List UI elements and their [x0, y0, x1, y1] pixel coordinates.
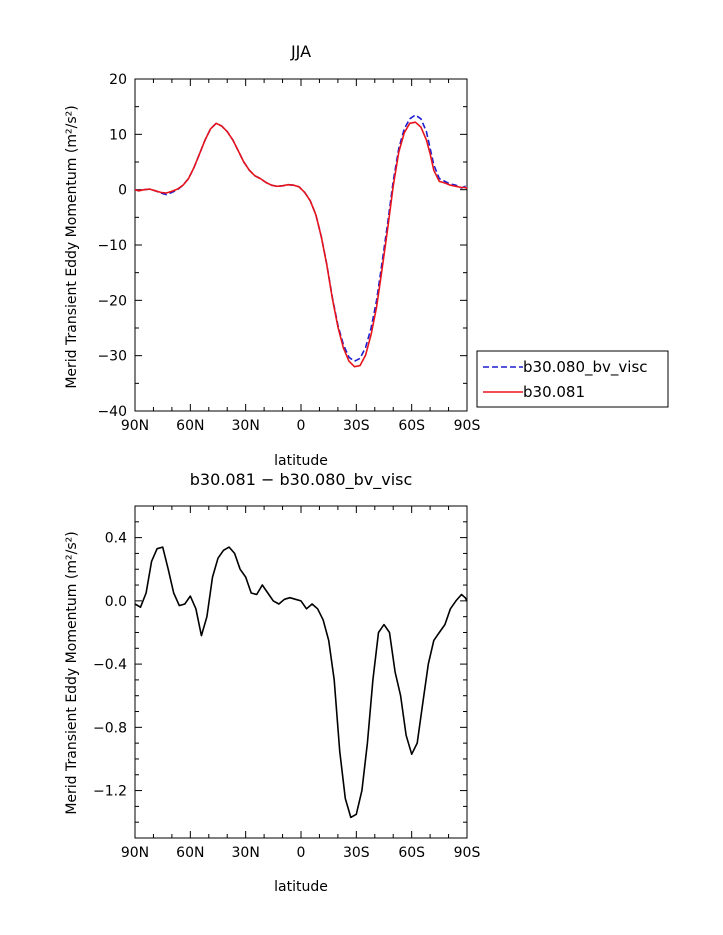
bottom-x-tick-label: 60N: [176, 845, 204, 861]
top-plot-frame: [134, 78, 468, 412]
top-x-tick-label: 90S: [454, 418, 481, 434]
bottom-panel: b30.081 − b30.080_bv_visc 90N 60N 30N 0 30S 6…: [64, 470, 480, 895]
bottom-x-tick-label: 0: [297, 845, 306, 861]
top-x-tick-label: 90N: [121, 418, 149, 434]
top-y-tick-label: −30: [97, 349, 127, 365]
legend-label-b30-080: b30.080_bv_visc: [523, 358, 648, 377]
bottom-x-tick-label: 90N: [121, 845, 149, 861]
bottom-y-tick-label: −0.8: [93, 720, 127, 736]
top-y-axis-label: Merid Transient Eddy Momentum (m²/s²): [64, 105, 80, 388]
top-x-tick-label: 60S: [398, 418, 425, 434]
legend-box: [476, 350, 669, 408]
top-y-tick-label: −10: [97, 238, 127, 254]
bottom-x-tick-label: 30S: [343, 845, 370, 861]
top-y-tick-label: 10: [109, 127, 127, 143]
top-y-tick-label: 20: [109, 72, 127, 88]
legend-label-b30-081: b30.081: [523, 383, 585, 401]
legend: b30.080_bv_visc b30.081: [476, 350, 669, 408]
bottom-y-axis-label: Merid Transient Eddy Momentum (m²/s²): [64, 531, 80, 814]
bottom-y-tick-label: 0.0: [105, 594, 127, 610]
top-x-axis-label: latitude: [274, 453, 328, 469]
top-y-tick-label: −40: [97, 404, 127, 420]
bottom-y-tick-label: −0.4: [93, 657, 127, 673]
top-y-tick-label: 0: [118, 183, 127, 199]
top-x-tick-label: 60N: [176, 418, 204, 434]
top-plot-area: 90N 60N 30N 0 30S 60S 90S −40 −30 −20 −10 0 10 20: [97, 72, 480, 434]
bottom-panel-title: b30.081 − b30.080_bv_visc: [190, 470, 413, 490]
bottom-x-tick-label: 90S: [454, 845, 481, 861]
top-panel: JJA 90N 60N 30N 0 30S 60S 90S −40 −30 −20 −10 0 10 20…: [64, 42, 480, 469]
bottom-plot-frame: [134, 505, 468, 839]
bottom-y-tick-label: −1.2: [93, 784, 127, 800]
top-series-line-1: [134, 121, 468, 368]
bottom-y-tick-label: 0.4: [105, 531, 127, 547]
top-x-tick-label: 30N: [232, 418, 260, 434]
top-x-tick-label: 0: [297, 418, 306, 434]
top-x-tick-label: 30S: [343, 418, 370, 434]
top-series-line-0: [134, 114, 468, 363]
bottom-series-line-0: [134, 546, 468, 819]
bottom-plot-area: 90N 60N 30N 0 30S 60S 90S −1.2 −0.8 −0.4 0.0 0.4: [93, 505, 481, 861]
bottom-x-axis-label: latitude: [274, 879, 328, 895]
bottom-x-tick-label: 60S: [398, 845, 425, 861]
top-panel-title: JJA: [290, 42, 311, 61]
top-y-tick-label: −20: [97, 293, 127, 309]
bottom-x-tick-label: 30N: [232, 845, 260, 861]
